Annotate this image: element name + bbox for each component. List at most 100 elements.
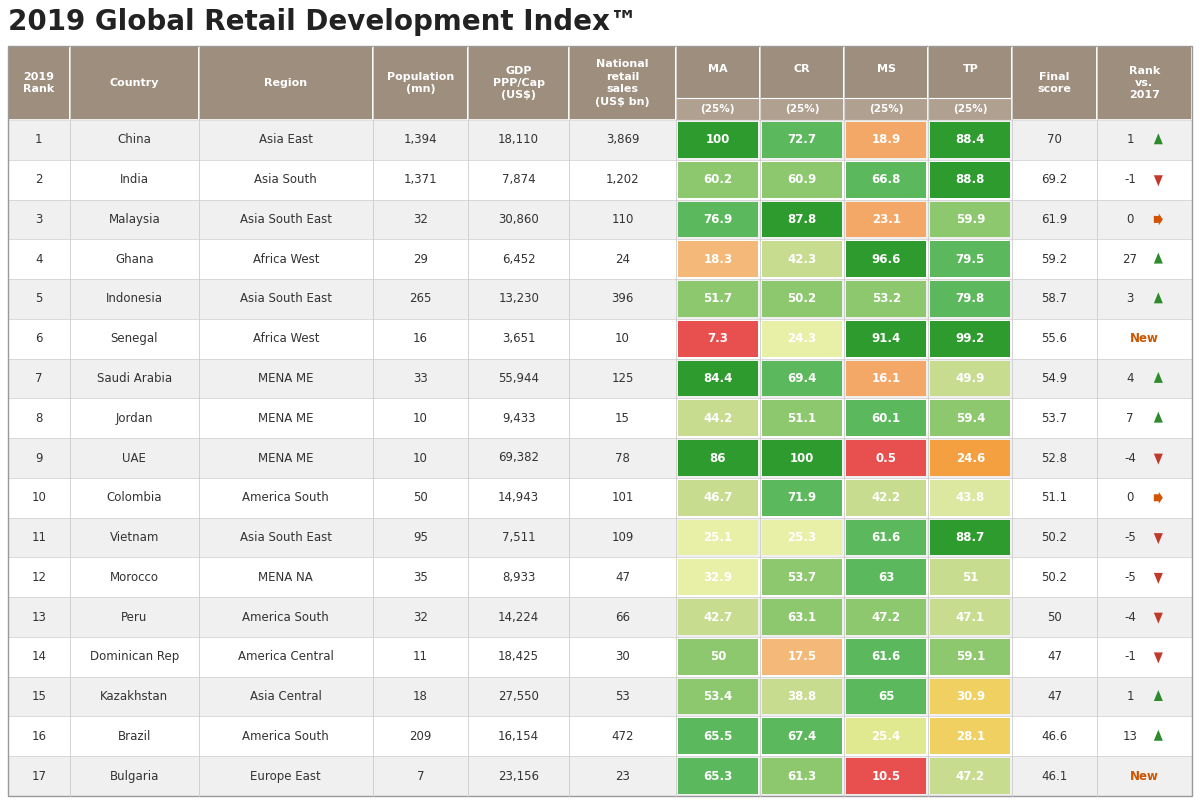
Text: 50: 50: [1048, 610, 1062, 623]
Text: -5: -5: [1124, 570, 1136, 584]
Bar: [930, 242, 1010, 277]
Text: China: China: [118, 134, 151, 146]
Text: 109: 109: [611, 531, 634, 544]
Polygon shape: [1154, 730, 1163, 741]
Text: 1: 1: [1127, 134, 1134, 146]
Text: 88.4: 88.4: [955, 134, 985, 146]
Text: UAE: UAE: [122, 451, 146, 465]
Polygon shape: [1154, 653, 1163, 663]
Bar: [8, 358, 1192, 398]
Text: 47.2: 47.2: [871, 610, 901, 623]
Text: 14: 14: [31, 650, 47, 663]
Text: 60.9: 60.9: [787, 173, 817, 186]
Text: (25%): (25%): [953, 104, 988, 114]
Text: 88.8: 88.8: [955, 173, 985, 186]
Text: (25%): (25%): [701, 104, 736, 114]
Polygon shape: [1154, 613, 1163, 624]
Text: MS: MS: [877, 64, 895, 74]
Text: 101: 101: [611, 491, 634, 504]
Text: 3,651: 3,651: [502, 332, 535, 346]
Text: 1: 1: [35, 134, 43, 146]
Text: 51.1: 51.1: [787, 412, 816, 425]
Text: 3: 3: [1127, 293, 1134, 306]
Text: 60.1: 60.1: [871, 412, 901, 425]
Text: 46.1: 46.1: [1042, 770, 1068, 782]
Bar: [678, 321, 758, 357]
Text: 1: 1: [1127, 690, 1134, 703]
Bar: [373, 46, 468, 120]
Text: 32.9: 32.9: [703, 570, 732, 584]
Text: 72.7: 72.7: [787, 134, 816, 146]
Bar: [678, 400, 758, 436]
Bar: [8, 398, 1192, 438]
Text: 42.2: 42.2: [871, 491, 901, 504]
Text: 16: 16: [31, 730, 47, 743]
Bar: [846, 400, 926, 436]
Text: New: New: [1130, 332, 1159, 346]
Bar: [70, 46, 199, 120]
Bar: [762, 242, 842, 277]
Text: Brazil: Brazil: [118, 730, 151, 743]
Text: (25%): (25%): [785, 104, 820, 114]
Text: MENA ME: MENA ME: [258, 451, 313, 465]
Text: 5: 5: [35, 293, 42, 306]
Bar: [846, 639, 926, 674]
Text: America South: America South: [242, 610, 329, 623]
Text: 65.5: 65.5: [703, 730, 732, 743]
Text: Rank
vs.
2017: Rank vs. 2017: [1129, 66, 1160, 100]
Text: 15: 15: [31, 690, 47, 703]
Text: 1,371: 1,371: [403, 173, 437, 186]
Text: 265: 265: [409, 293, 432, 306]
Text: 69.4: 69.4: [787, 372, 817, 385]
Bar: [8, 518, 1192, 558]
Text: 59.1: 59.1: [955, 650, 985, 663]
Text: 27,550: 27,550: [498, 690, 539, 703]
Bar: [762, 281, 842, 317]
Text: 33: 33: [413, 372, 428, 385]
Bar: [762, 678, 842, 714]
Text: Colombia: Colombia: [107, 491, 162, 504]
Text: Asia East: Asia East: [259, 134, 313, 146]
Text: 6,452: 6,452: [502, 253, 535, 266]
Text: 54.9: 54.9: [1042, 372, 1068, 385]
Text: 53.7: 53.7: [1042, 412, 1068, 425]
Text: National
retail
sales
(US$ bn): National retail sales (US$ bn): [595, 59, 649, 106]
Text: 9: 9: [35, 451, 43, 465]
Text: 79.8: 79.8: [955, 293, 985, 306]
Bar: [930, 440, 1010, 476]
Text: 10: 10: [413, 451, 428, 465]
Bar: [678, 242, 758, 277]
Bar: [846, 678, 926, 714]
Text: 23.1: 23.1: [871, 213, 901, 226]
Text: 110: 110: [611, 213, 634, 226]
Bar: [846, 599, 926, 635]
Text: 53.2: 53.2: [871, 293, 901, 306]
Bar: [678, 480, 758, 516]
Bar: [930, 281, 1010, 317]
Text: 42.7: 42.7: [703, 610, 732, 623]
Bar: [1013, 46, 1097, 120]
Text: 47.1: 47.1: [955, 610, 985, 623]
Text: 35: 35: [413, 570, 428, 584]
Polygon shape: [1154, 533, 1163, 544]
Text: 25.3: 25.3: [787, 531, 816, 544]
Polygon shape: [1154, 454, 1163, 465]
Text: 47.2: 47.2: [955, 770, 985, 782]
Bar: [678, 361, 758, 396]
Bar: [8, 120, 1192, 160]
Text: 30.9: 30.9: [955, 690, 985, 703]
Text: 61.6: 61.6: [871, 531, 901, 544]
Text: TP: TP: [962, 64, 978, 74]
Text: 15: 15: [616, 412, 630, 425]
Text: 43.8: 43.8: [955, 491, 985, 504]
Text: 472: 472: [611, 730, 634, 743]
Text: Ghana: Ghana: [115, 253, 154, 266]
Text: 3,869: 3,869: [606, 134, 640, 146]
Text: -5: -5: [1124, 531, 1136, 544]
Bar: [930, 599, 1010, 635]
Bar: [930, 758, 1010, 794]
Text: 66: 66: [614, 610, 630, 623]
Bar: [8, 160, 1192, 199]
Text: 49.9: 49.9: [955, 372, 985, 385]
Text: 27: 27: [1122, 253, 1138, 266]
